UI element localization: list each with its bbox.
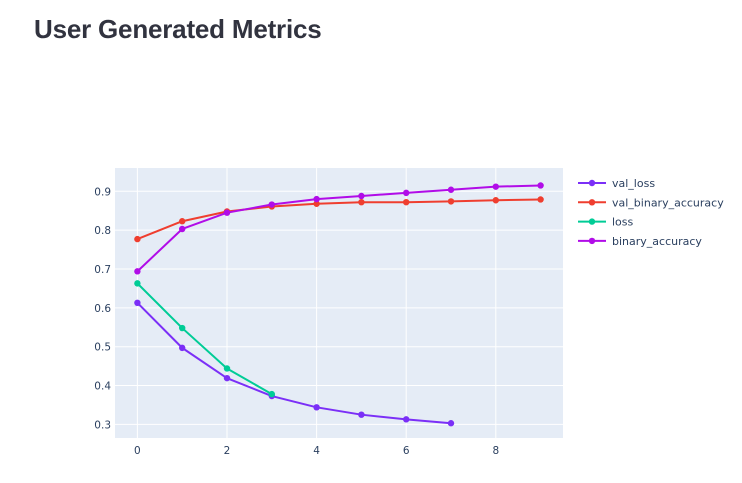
data-point[interactable] [179, 225, 186, 233]
legend-swatch-marker [588, 179, 596, 187]
series-line [137, 198, 541, 241]
series-loss [134, 280, 275, 398]
x-tick-label: 0 [134, 445, 141, 457]
data-point[interactable] [358, 411, 365, 418]
y-tick-label: 0.6 [94, 303, 111, 315]
data-point[interactable] [223, 209, 231, 216]
x-tick-label: 4 [313, 445, 320, 457]
data-point[interactable] [268, 390, 275, 398]
series-line [136, 184, 541, 273]
legend-item-val-loss[interactable]: val_loss [578, 177, 655, 190]
data-point[interactable] [268, 201, 275, 208]
data-point[interactable] [358, 198, 365, 206]
data-point[interactable] [134, 268, 141, 275]
legend-item-val-binary-accuracy[interactable]: val_binary_accuracy [578, 196, 724, 209]
tick-labels: 0 2 4 6 8 0.3 0.4 0.5 0.6 0.7 0.8 0.9 [94, 186, 499, 457]
legend-swatch-marker [588, 218, 596, 225]
data-point[interactable] [179, 344, 186, 352]
x-tick-label: 6 [403, 445, 410, 457]
data-point[interactable] [179, 324, 186, 332]
data-point[interactable] [313, 195, 320, 203]
x-tick-label: 2 [224, 445, 231, 457]
y-tick-label: 0.7 [94, 264, 111, 276]
data-point[interactable] [134, 299, 141, 307]
plot-background [115, 168, 563, 438]
legend-swatch-marker [588, 199, 596, 206]
x-tick-label: 8 [492, 445, 499, 457]
data-point[interactable] [134, 280, 141, 287]
legend-item-binary-accuracy[interactable]: binary_accuracy [578, 235, 702, 248]
legend-item-loss[interactable]: loss [578, 216, 634, 229]
data-point[interactable] [313, 404, 320, 411]
y-tick-label: 0.3 [94, 419, 111, 431]
data-point[interactable] [358, 192, 365, 200]
data-point[interactable] [447, 420, 455, 427]
legend-swatch-marker [588, 237, 596, 245]
legend-label: val_loss [612, 177, 655, 190]
data-point[interactable] [179, 218, 186, 225]
legend-label: loss [612, 216, 634, 229]
series-layer [134, 182, 544, 427]
data-point[interactable] [447, 198, 455, 205]
data-point[interactable] [403, 189, 410, 197]
data-point[interactable] [313, 200, 320, 207]
y-tick-label: 0.5 [94, 342, 111, 354]
data-point[interactable] [403, 198, 410, 206]
legend-label: val_binary_accuracy [612, 196, 724, 209]
data-point[interactable] [447, 186, 455, 193]
legend-label: binary_accuracy [612, 235, 702, 248]
data-point[interactable] [223, 374, 231, 382]
data-point[interactable] [223, 365, 231, 372]
data-point[interactable] [134, 235, 141, 243]
data-point[interactable] [537, 196, 544, 203]
data-point[interactable] [537, 182, 544, 189]
data-point[interactable] [492, 183, 499, 190]
page-title: User Generated Metrics [34, 14, 322, 44]
y-tick-label: 0.9 [94, 186, 111, 198]
series-binary-accuracy [134, 182, 544, 275]
series-line [136, 302, 452, 425]
y-tick-label: 0.4 [94, 381, 111, 393]
series-line [136, 282, 273, 395]
y-tick-label: 0.8 [94, 225, 111, 237]
data-point[interactable] [492, 197, 499, 204]
grid-lines [115, 168, 563, 438]
data-point[interactable] [403, 416, 410, 423]
